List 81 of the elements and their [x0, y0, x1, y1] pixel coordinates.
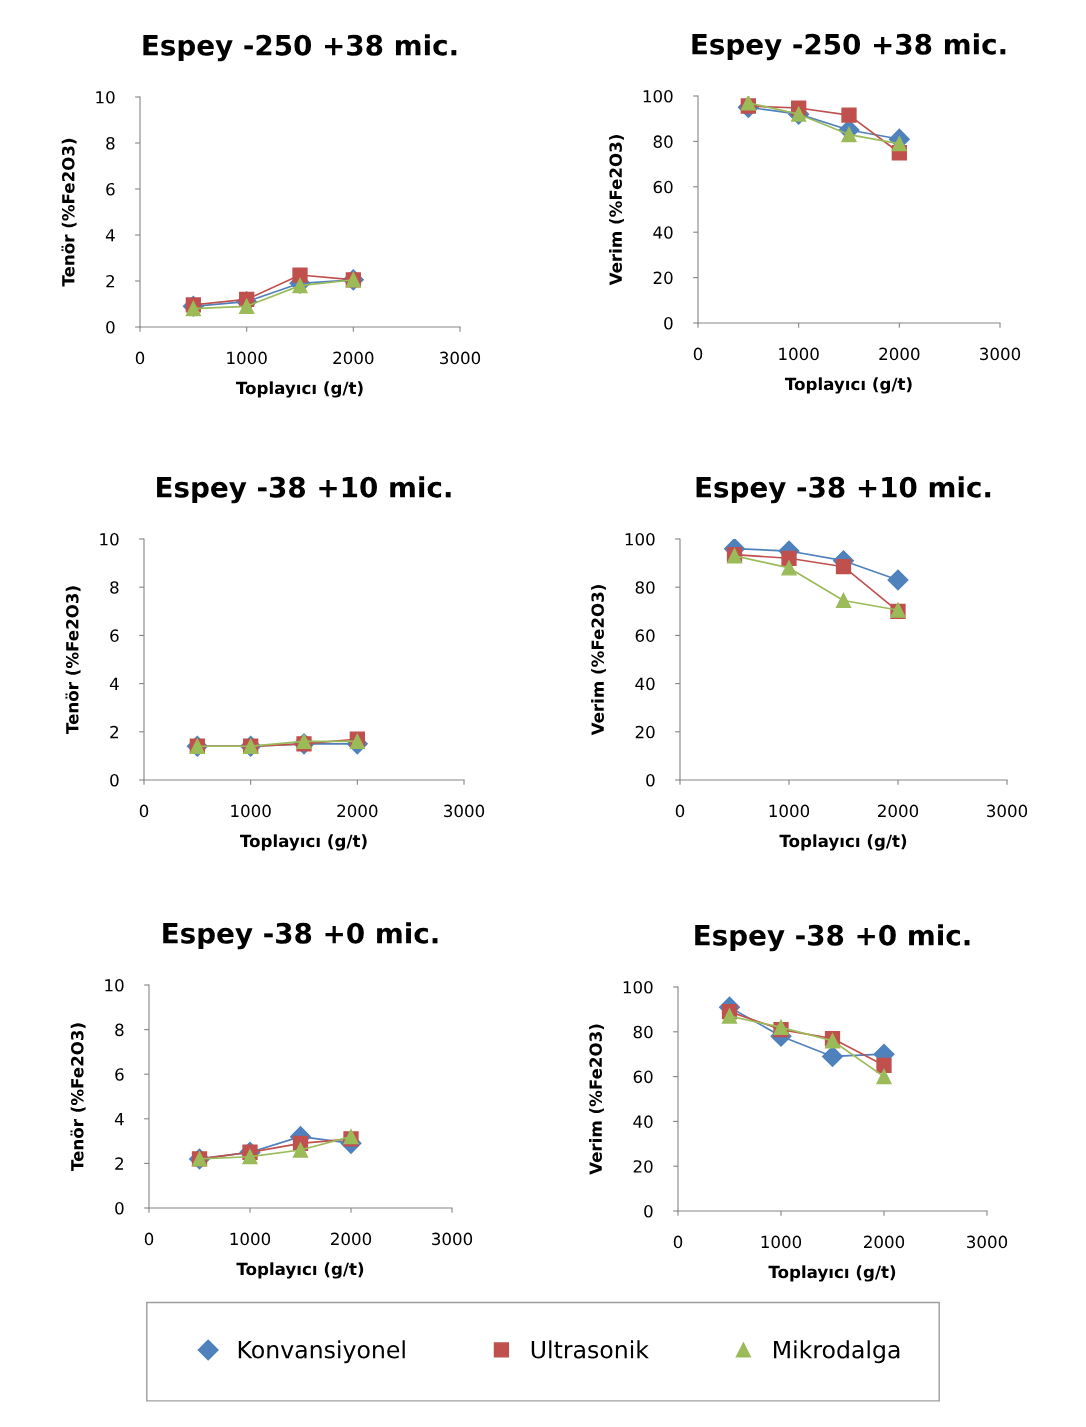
chart-title: Espey -250 +38 mic. — [692, 33, 1006, 61]
x-tick-label: 0 — [675, 804, 685, 818]
y-tick-label: 0 — [646, 773, 655, 787]
x-tick-label: 2000 — [879, 347, 920, 361]
y-tick-label: 40 — [633, 1115, 653, 1128]
x-tick-label: 3000 — [432, 1232, 473, 1246]
y-tick-label: 8 — [110, 581, 119, 594]
x-tick-label: 0 — [135, 351, 145, 365]
y-tick-label: 10 — [96, 90, 115, 104]
y-tick-label: 0 — [664, 316, 673, 330]
y-tick-label: 4 — [109, 677, 119, 690]
x-axis-title: Toplayıcı (g/t) — [235, 381, 363, 398]
y-tick-label: 20 — [653, 271, 673, 285]
x-tick-label: 0 — [139, 804, 149, 818]
y-tick-label: 40 — [635, 677, 655, 691]
y-tick-label: 0 — [644, 1204, 653, 1218]
x-tick-label: 2000 — [337, 804, 378, 818]
x-tick-label: 2000 — [878, 804, 919, 818]
chart-title: Espey -250 +38 mic. — [143, 34, 457, 62]
x-tick-label: 1000 — [230, 1232, 271, 1246]
x-tick-label: 2000 — [864, 1235, 905, 1249]
y-tick-label: 0 — [110, 773, 119, 787]
x-axis-title: Toplayıcı (g/t) — [784, 377, 912, 394]
y-tick-label: 80 — [635, 581, 655, 594]
legend-label: Ultrasonik — [531, 1340, 649, 1359]
x-axis-title: Toplayıcı (g/t) — [236, 1262, 364, 1279]
y-axis-title: Tenör (%Fe2O3) — [70, 1023, 86, 1171]
y-tick-label: 2 — [106, 274, 115, 288]
y-tick-label: 20 — [635, 725, 655, 739]
x-tick-label: 0 — [673, 1235, 683, 1249]
x-tick-label: 0 — [144, 1232, 154, 1246]
y-tick-label: 60 — [653, 180, 673, 194]
y-tick-label: 40 — [653, 226, 673, 239]
y-tick-label: 6 — [106, 182, 115, 196]
y-tick-label: 20 — [633, 1160, 653, 1173]
x-axis-title: Toplayıcı (g/t) — [779, 834, 907, 851]
y-tick-label: 10 — [100, 532, 119, 546]
chart-title: Espey -38 +0 mic. — [695, 924, 970, 952]
y-tick-label: 60 — [635, 629, 655, 642]
y-tick-label: 60 — [633, 1070, 653, 1084]
legend-label: Konvansiyonel — [238, 1340, 405, 1364]
x-tick-label: 3000 — [987, 804, 1028, 818]
y-axis-title: Tenör (%Fe2O3) — [65, 586, 81, 734]
y-axis-title: Verim (%Fe2O3) — [609, 135, 624, 286]
x-tick-label: 1000 — [227, 351, 267, 365]
y-tick-label: 10 — [105, 978, 124, 992]
y-tick-label: 2 — [115, 1157, 124, 1170]
y-tick-label: 4 — [114, 1112, 124, 1126]
y-axis-title: Tenör (%Fe2O3) — [61, 138, 77, 287]
y-tick-label: 4 — [105, 229, 115, 242]
x-tick-label: 1000 — [769, 804, 810, 818]
x-tick-label: 3000 — [980, 347, 1021, 361]
y-axis-title: Verim (%Fe2O3) — [591, 585, 606, 736]
y-tick-label: 80 — [633, 1025, 653, 1039]
x-tick-label: 1000 — [231, 804, 271, 818]
y-tick-label: 80 — [653, 135, 673, 148]
x-axis-title: Toplayıcı (g/t) — [768, 1265, 896, 1282]
x-tick-label: 3000 — [440, 351, 481, 365]
y-tick-label: 0 — [106, 320, 115, 334]
y-tick-label: 0 — [115, 1201, 124, 1215]
y-tick-label: 2 — [110, 725, 119, 739]
x-tick-label: 0 — [693, 347, 703, 361]
x-tick-label: 1000 — [779, 347, 819, 361]
y-tick-label: 8 — [106, 136, 115, 150]
y-tick-label: 6 — [110, 629, 119, 642]
x-tick-label: 2000 — [333, 351, 374, 365]
y-tick-label: 100 — [625, 532, 655, 546]
x-tick-label: 1000 — [761, 1235, 802, 1249]
x-tick-label: 2000 — [331, 1232, 372, 1246]
legend-label: Mikrodalga — [774, 1340, 900, 1364]
y-axis-title: Verim (%Fe2O3) — [589, 1024, 604, 1175]
y-tick-label: 6 — [115, 1068, 124, 1081]
y-tick-label: 100 — [623, 980, 653, 994]
chart-title: Espey -38 +0 mic. — [163, 922, 438, 950]
x-axis-title: Toplayıcı (g/t) — [239, 834, 367, 851]
x-tick-label: 3000 — [444, 804, 485, 818]
chart-title: Espey -38 +10 mic. — [157, 476, 451, 504]
y-tick-label: 8 — [115, 1023, 124, 1037]
chart-title: Espey -38 +10 mic. — [696, 476, 991, 504]
x-tick-label: 3000 — [967, 1235, 1008, 1249]
y-tick-label: 100 — [643, 89, 673, 103]
